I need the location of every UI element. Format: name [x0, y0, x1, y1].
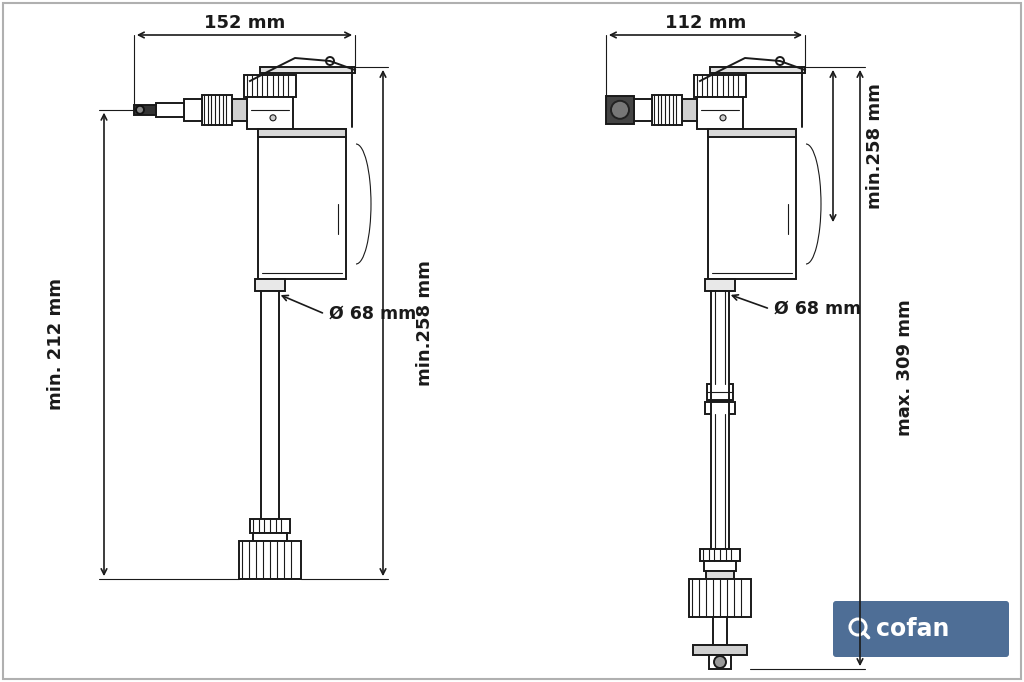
Bar	[634, 99, 652, 121]
Circle shape	[720, 115, 726, 121]
Bar	[709, 655, 731, 669]
Bar	[700, 549, 740, 561]
Bar	[239, 541, 301, 579]
Text: 152 mm: 152 mm	[204, 14, 285, 32]
Bar	[697, 97, 743, 129]
Bar	[247, 97, 293, 129]
Bar	[606, 95, 634, 124]
Text: Ø 68 mm: Ø 68 mm	[774, 300, 861, 318]
Bar	[232, 99, 247, 121]
Circle shape	[270, 115, 276, 121]
Bar	[710, 67, 805, 73]
Bar	[258, 129, 346, 279]
Bar	[706, 571, 734, 579]
Circle shape	[714, 656, 726, 668]
Bar	[689, 579, 751, 617]
Bar	[693, 645, 746, 655]
Text: max. 309 mm: max. 309 mm	[896, 299, 914, 436]
Bar	[708, 129, 796, 137]
Bar	[244, 75, 296, 97]
Bar	[184, 99, 202, 121]
Bar	[711, 402, 729, 549]
Bar	[255, 279, 285, 291]
Text: cofan: cofan	[876, 617, 949, 641]
Bar	[707, 384, 733, 400]
Bar	[705, 402, 735, 414]
Bar	[682, 99, 697, 121]
Bar	[134, 105, 156, 115]
Bar	[260, 67, 355, 73]
Text: 112 mm: 112 mm	[665, 14, 746, 32]
Circle shape	[776, 57, 784, 65]
Bar	[711, 291, 729, 400]
Circle shape	[611, 101, 629, 119]
Bar	[261, 291, 279, 519]
Circle shape	[136, 106, 144, 114]
Text: min.258 mm: min.258 mm	[866, 83, 884, 209]
Circle shape	[326, 57, 334, 65]
Bar	[713, 617, 727, 645]
Text: Ø 68 mm: Ø 68 mm	[329, 305, 416, 323]
Bar	[652, 95, 682, 125]
Bar	[708, 129, 796, 279]
Text: min.258 mm: min.258 mm	[416, 260, 434, 386]
Bar	[202, 95, 232, 125]
Bar	[253, 533, 287, 541]
Bar	[694, 75, 746, 97]
Bar	[705, 561, 736, 571]
Text: min. 212 mm: min. 212 mm	[47, 278, 65, 411]
FancyBboxPatch shape	[833, 601, 1009, 657]
Bar	[250, 519, 290, 533]
Bar	[705, 279, 735, 291]
Bar	[156, 103, 184, 117]
Bar	[258, 129, 346, 137]
